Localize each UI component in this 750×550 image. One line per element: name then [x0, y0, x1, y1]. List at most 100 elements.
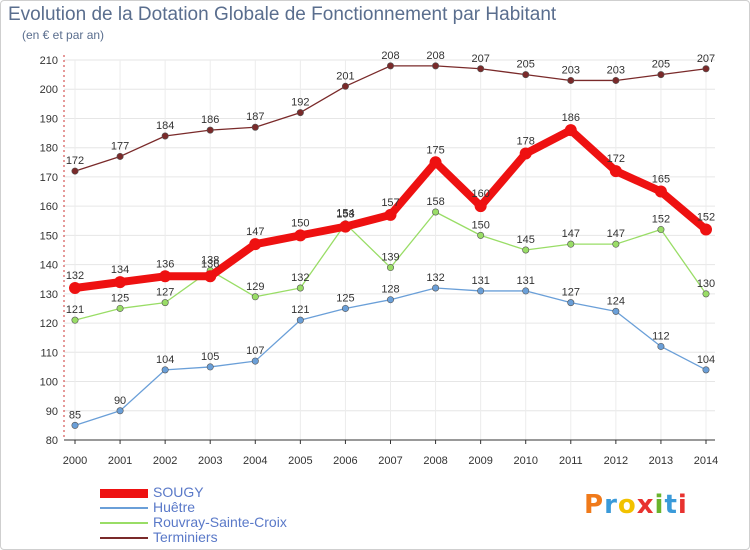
data-label: 205 — [517, 59, 535, 71]
x-tick-label: 2014 — [694, 455, 718, 467]
y-tick-label: 170 — [40, 172, 58, 184]
data-label: 203 — [607, 64, 625, 76]
data-label: 107 — [246, 345, 264, 357]
data-point — [296, 109, 304, 117]
data-label: 136 — [201, 258, 219, 270]
x-tick-label: 2013 — [649, 455, 673, 467]
data-point — [702, 65, 710, 73]
logo-letter: t — [664, 490, 678, 520]
data-label: 175 — [426, 144, 444, 156]
data-label: 121 — [291, 304, 309, 316]
data-label: 104 — [156, 354, 174, 366]
data-label: 125 — [336, 292, 354, 304]
proxiti-logo: Proxiti — [584, 490, 688, 520]
data-point — [522, 287, 530, 295]
data-label: 158 — [426, 196, 444, 208]
data-label: 85 — [69, 409, 81, 421]
data-label: 128 — [381, 284, 399, 296]
data-label: 130 — [697, 278, 715, 290]
data-point — [161, 299, 169, 307]
data-label: 172 — [66, 155, 84, 167]
data-label: 207 — [471, 53, 489, 65]
legend-label-rouvray: Rouvray-Sainte-Croix — [153, 514, 287, 530]
y-tick-label: 110 — [40, 347, 58, 359]
data-point — [567, 240, 575, 248]
data-label: 127 — [156, 287, 174, 299]
legend-swatch-rouvray — [100, 522, 148, 524]
data-point — [204, 270, 217, 283]
data-label: 112 — [652, 330, 670, 342]
x-tick-label: 2003 — [198, 455, 222, 467]
data-label: 150 — [291, 217, 309, 229]
logo-letter: r — [604, 490, 618, 520]
x-tick-label: 2010 — [513, 455, 537, 467]
x-tick-label: 2006 — [333, 455, 357, 467]
data-point — [386, 264, 394, 272]
legend-swatch-terminiers — [100, 537, 148, 539]
data-label: 127 — [562, 287, 580, 299]
data-label: 138 — [201, 254, 219, 266]
data-point — [474, 200, 487, 213]
data-label: 165 — [652, 174, 670, 186]
x-tick-label: 2000 — [63, 455, 87, 467]
x-tick-label: 2002 — [153, 455, 177, 467]
data-label: 104 — [697, 354, 715, 366]
data-label: 208 — [381, 50, 399, 62]
chart-subtitle: (en € et par an) — [22, 28, 105, 42]
logo-letter: i — [677, 490, 688, 520]
x-tick-label: 2011 — [559, 455, 583, 467]
data-label: 207 — [697, 53, 715, 65]
x-tick-label: 2008 — [423, 455, 447, 467]
data-label: 132 — [291, 272, 309, 284]
x-tick-label: 2007 — [378, 455, 402, 467]
data-point — [612, 307, 620, 315]
data-label: 178 — [517, 136, 535, 148]
data-label: 153 — [336, 209, 354, 221]
data-label: 131 — [471, 275, 489, 287]
data-label: 131 — [517, 275, 535, 287]
data-point — [612, 240, 620, 248]
data-point — [116, 304, 124, 312]
legend-swatch-sougy — [100, 489, 148, 498]
y-tick-label: 210 — [40, 55, 58, 67]
data-label: 152 — [697, 212, 715, 224]
data-point — [249, 238, 262, 251]
data-point — [71, 167, 79, 175]
data-label: 205 — [652, 59, 670, 71]
data-point — [567, 76, 575, 84]
data-point — [206, 363, 214, 371]
x-tick-label: 2001 — [108, 455, 132, 467]
data-point — [654, 185, 667, 198]
data-label: 186 — [562, 112, 580, 124]
data-label: 147 — [607, 228, 625, 240]
data-point — [206, 126, 214, 134]
logo-letter: x — [636, 490, 655, 520]
data-point — [159, 270, 172, 283]
data-point — [432, 62, 440, 70]
data-point — [341, 82, 349, 90]
data-point — [71, 316, 79, 324]
y-tick-label: 140 — [40, 260, 58, 272]
data-point — [522, 71, 530, 79]
data-label: 187 — [246, 111, 264, 123]
data-point — [339, 220, 352, 233]
data-point — [477, 287, 485, 295]
y-tick-label: 190 — [40, 113, 58, 125]
data-label: 184 — [156, 120, 174, 132]
data-label: 147 — [246, 226, 264, 238]
data-point — [251, 293, 259, 301]
data-point — [612, 76, 620, 84]
data-point — [294, 229, 307, 242]
logo-letter: P — [584, 490, 605, 520]
legend-label-terminiers: Terminiers — [153, 529, 218, 545]
data-point — [657, 342, 665, 350]
data-label: 105 — [201, 351, 219, 363]
legend-label-sougy: SOUGY — [153, 484, 204, 500]
data-label: 121 — [66, 304, 84, 316]
data-label: 132 — [426, 272, 444, 284]
legend-swatch-huetre — [100, 507, 148, 509]
data-point — [71, 421, 79, 429]
data-label: 186 — [201, 114, 219, 126]
